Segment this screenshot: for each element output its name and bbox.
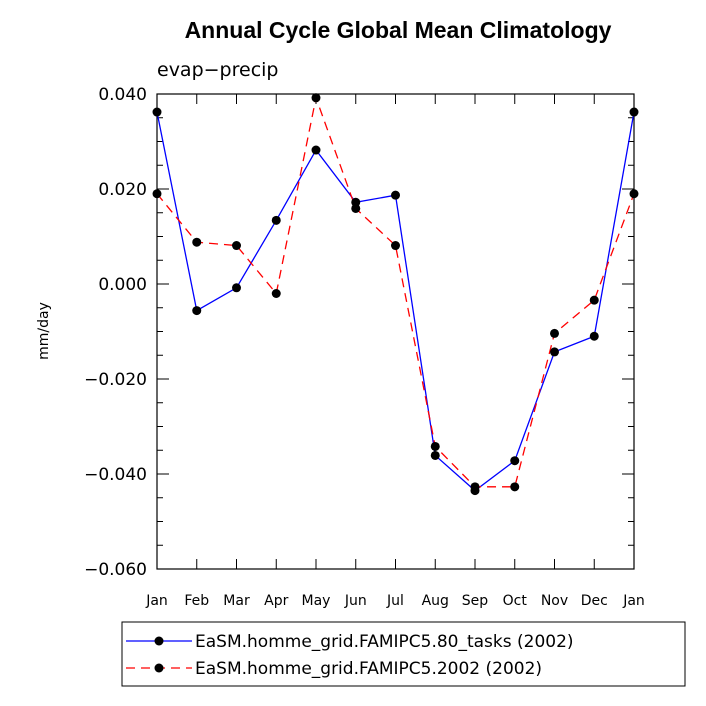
x-tick-label: Dec [581,593,608,609]
y-tick-label: −0.040 [84,465,147,485]
x-tick-label: Feb [184,593,209,609]
x-tick-label: Nov [541,593,568,609]
data-point-series-2 [510,482,520,492]
data-point-series-2 [391,241,400,251]
data-point-series-1 [589,331,599,341]
x-tick-label: Jun [344,593,367,609]
legend-marker-1 [154,636,164,646]
data-point-series-2 [629,189,639,199]
data-point-series-2 [152,189,162,199]
data-point-series-2 [311,93,321,103]
data-point-series-1 [629,107,639,117]
x-tick-labels: Jan Feb Mar Apr May Jun Jul Aug Sep Oct Nov Dec Jan [145,593,645,609]
y-tick-label: 0.000 [98,275,147,295]
x-tick-label: Oct [503,593,528,609]
chart-subtitle: evap−precip [157,59,279,81]
x-tick-label: Sep [462,593,489,609]
data-point-series-1 [550,347,559,357]
legend-box [121,621,686,687]
data-point-series-1 [510,456,520,466]
x-tick-label: Mar [223,593,250,609]
y-tick-label: 0.020 [98,180,147,200]
data-point-series-2 [271,289,281,298]
x-tick-label: Apr [264,593,288,609]
data-point-series-1 [391,190,400,200]
series-points [152,93,639,496]
data-point-series-2 [192,237,202,247]
data-point-series-2 [430,441,440,451]
data-point-series-1 [152,107,162,117]
legend: EaSM.homme_grid.FAMIPC5.80_tasks (2002) E… [121,621,686,687]
data-point-series-2 [232,241,241,251]
data-point-series-2 [589,295,599,305]
y-tick-label: −0.060 [84,560,147,580]
axis-ticks [156,93,635,570]
data-point-series-2 [351,203,361,213]
y-tick-labels: 0.040 0.020 0.000 −0.020 −0.040 −0.060 [84,85,147,580]
series-line-1 [156,111,635,492]
data-point-series-2 [470,482,480,492]
x-tick-label: May [302,593,331,609]
data-point-series-1 [430,450,440,460]
data-point-series-1 [232,283,241,293]
series-lines [156,95,635,492]
x-tick-label: Jan [145,593,168,609]
data-point-series-1 [192,306,202,316]
legend-label-1: EaSM.homme_grid.FAMIPC5.80_tasks (2002) [195,632,574,652]
legend-label-2: EaSM.homme_grid.FAMIPC5.2002 (2002) [195,659,542,679]
x-tick-label: Jan [622,593,645,609]
y-tick-label: −0.020 [84,370,147,390]
data-point-series-1 [271,215,281,225]
x-tick-label: Aug [422,593,449,609]
data-point-series-2 [550,328,559,338]
data-point-series-1 [311,145,321,155]
data-point-series-1 [351,197,361,207]
y-axis-label: mm/day [36,302,52,360]
chart-title: Annual Cycle Global Mean Climatology [185,17,612,43]
y-tick-label: 0.040 [98,85,147,105]
legend-marker-2 [154,663,164,673]
plot-frame [156,93,635,570]
x-tick-label: Jul [386,593,404,609]
